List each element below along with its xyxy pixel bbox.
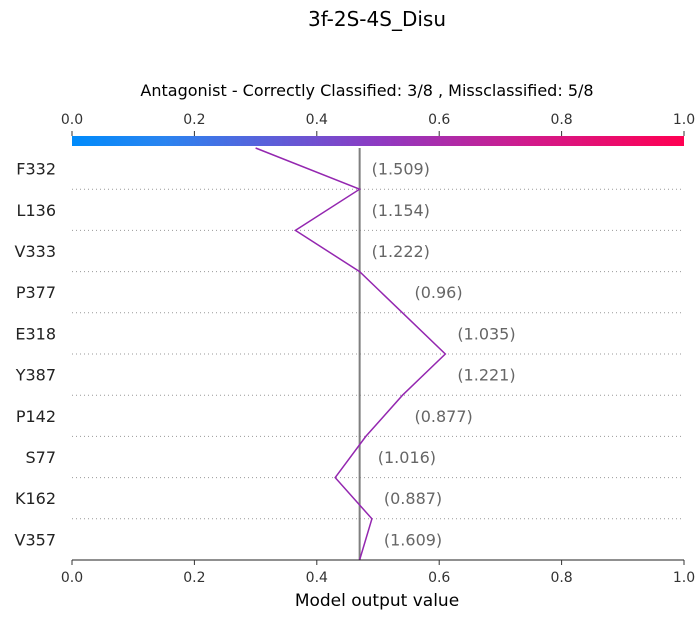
- feature-label: F332: [16, 160, 56, 179]
- row-separators: [72, 188, 684, 520]
- feature-value-label: (0.887): [384, 489, 442, 508]
- chart-subtitle: Antagonist - Correctly Classified: 3/8 ,…: [140, 81, 593, 100]
- decision-path: [255, 147, 447, 561]
- top-tick-label: 0.6: [428, 112, 450, 128]
- feature-label: V333: [15, 242, 56, 261]
- bottom-tick-label: 0.4: [306, 570, 328, 586]
- bottom-tick-label: 0.0: [61, 570, 83, 586]
- feature-label: L136: [17, 201, 56, 220]
- colorbar: [72, 136, 684, 146]
- x-axis-label: Model output value: [295, 591, 459, 611]
- feature-value-label: (1.222): [372, 242, 430, 261]
- feature-value-label: (0.96): [414, 283, 462, 302]
- feature-value-label: (1.035): [457, 324, 515, 343]
- feature-value-label: (1.509): [372, 160, 430, 179]
- feature-value-label: (1.016): [378, 448, 436, 467]
- bottom-axis-ticks: 0.0 0.2 0.4 0.6 0.8 1.0: [61, 560, 695, 586]
- top-axis-ticks: 0.0 0.2 0.4 0.6 0.8 1.0: [61, 112, 695, 136]
- feature-label: V357: [15, 530, 56, 549]
- chart-title: 3f-2S-4S_Disu: [308, 7, 446, 31]
- feature-label: S77: [25, 448, 56, 467]
- top-tick-label: 0.4: [306, 112, 328, 128]
- feature-value-label: (1.609): [384, 530, 442, 549]
- feature-value-label: (0.877): [414, 407, 472, 426]
- top-tick-label: 0.8: [550, 112, 572, 128]
- top-tick-label: 1.0: [673, 112, 695, 128]
- feature-value-label: (1.221): [457, 366, 515, 385]
- feature-label: P377: [16, 283, 56, 302]
- top-tick-label: 0.0: [61, 112, 83, 128]
- feature-value-label: (1.154): [372, 201, 430, 220]
- feature-label: P142: [16, 407, 56, 426]
- bottom-tick-label: 1.0: [673, 570, 695, 586]
- feature-value-labels: (1.509) (1.154) (1.222) (0.96) (1.035) (1.221…: [372, 160, 516, 550]
- feature-label: Y387: [15, 366, 56, 385]
- top-tick-label: 0.2: [183, 112, 205, 128]
- bottom-tick-label: 0.2: [183, 570, 205, 586]
- feature-label: K162: [15, 489, 56, 508]
- feature-label: E318: [15, 324, 56, 343]
- bottom-tick-label: 0.8: [550, 570, 572, 586]
- bottom-tick-label: 0.6: [428, 570, 450, 586]
- feature-labels: F332 L136 V333 P377 E318 Y387 P142 S77 K162 V357: [15, 160, 56, 550]
